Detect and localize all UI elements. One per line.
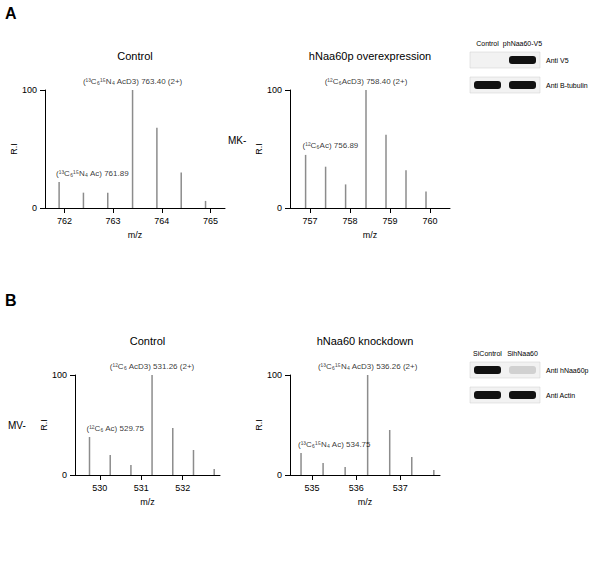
svg-text:764: 764 bbox=[154, 216, 169, 226]
svg-text:757: 757 bbox=[302, 216, 317, 226]
svg-text:R.I: R.I bbox=[39, 419, 49, 431]
svg-text:0: 0 bbox=[62, 470, 67, 480]
svg-text:100: 100 bbox=[22, 85, 37, 95]
svg-text:B: B bbox=[5, 292, 17, 309]
svg-text:MK-: MK- bbox=[228, 135, 246, 146]
svg-text:Anti B-tubulin: Anti B-tubulin bbox=[546, 82, 588, 89]
svg-text:537: 537 bbox=[393, 483, 408, 493]
svg-text:Control: Control bbox=[130, 335, 165, 347]
svg-text:R.I: R.I bbox=[9, 143, 19, 155]
svg-text:SihNaa60: SihNaa60 bbox=[507, 350, 538, 357]
svg-text:m/z: m/z bbox=[140, 497, 155, 507]
svg-text:(¹³C₆¹⁵N₄ Ac) 761.89: (¹³C₆¹⁵N₄ Ac) 761.89 bbox=[56, 169, 129, 178]
svg-text:530: 530 bbox=[92, 483, 107, 493]
svg-text:m/z: m/z bbox=[358, 497, 373, 507]
svg-text:759: 759 bbox=[382, 216, 397, 226]
svg-text:(¹²C₆AcD3) 758.40 (2+): (¹²C₆AcD3) 758.40 (2+) bbox=[325, 77, 408, 86]
svg-text:100: 100 bbox=[267, 370, 282, 380]
svg-text:hNaa60 knockdown: hNaa60 knockdown bbox=[317, 335, 414, 347]
svg-text:Anti Actin: Anti Actin bbox=[546, 392, 575, 399]
svg-text:(¹²C₆ AcD3) 531.26 (2+): (¹²C₆ AcD3) 531.26 (2+) bbox=[110, 362, 195, 371]
svg-text:536: 536 bbox=[349, 483, 364, 493]
svg-text:758: 758 bbox=[342, 216, 357, 226]
svg-text:765: 765 bbox=[203, 216, 218, 226]
svg-text:0: 0 bbox=[32, 203, 37, 213]
svg-text:R.I: R.I bbox=[254, 143, 264, 155]
svg-text:762: 762 bbox=[57, 216, 72, 226]
svg-text:phNaa60-V5: phNaa60-V5 bbox=[503, 40, 542, 48]
svg-text:m/z: m/z bbox=[128, 230, 143, 240]
svg-text:Anti V5: Anti V5 bbox=[546, 57, 569, 64]
svg-text:(¹³C₆¹⁵N₄ AcD3) 536.26 (2+): (¹³C₆¹⁵N₄ AcD3) 536.26 (2+) bbox=[318, 362, 418, 371]
svg-text:m/z: m/z bbox=[363, 230, 378, 240]
svg-text:100: 100 bbox=[267, 85, 282, 95]
svg-text:(¹²C₆ Ac) 529.75: (¹²C₆ Ac) 529.75 bbox=[87, 424, 145, 433]
svg-text:MV-: MV- bbox=[8, 420, 26, 431]
svg-text:100: 100 bbox=[52, 370, 67, 380]
svg-text:Anti hNaa60p: Anti hNaa60p bbox=[546, 367, 589, 375]
svg-text:532: 532 bbox=[175, 483, 190, 493]
svg-text:531: 531 bbox=[134, 483, 149, 493]
svg-text:0: 0 bbox=[277, 203, 282, 213]
svg-text:535: 535 bbox=[305, 483, 320, 493]
svg-text:Control: Control bbox=[476, 40, 499, 47]
svg-text:0: 0 bbox=[277, 470, 282, 480]
svg-text:763: 763 bbox=[106, 216, 121, 226]
svg-text:hNaa60p overexpression: hNaa60p overexpression bbox=[309, 50, 431, 62]
svg-text:A: A bbox=[5, 5, 17, 22]
svg-text:(¹³C₆¹⁵N₄ Ac) 534.75: (¹³C₆¹⁵N₄ Ac) 534.75 bbox=[298, 440, 371, 449]
svg-text:Control: Control bbox=[117, 50, 152, 62]
svg-text:(¹²C₆Ac) 756.89: (¹²C₆Ac) 756.89 bbox=[303, 141, 359, 150]
svg-text:R.I: R.I bbox=[254, 419, 264, 431]
svg-text:(¹³C₆¹⁵N₄ AcD3) 763.40 (2+): (¹³C₆¹⁵N₄ AcD3) 763.40 (2+) bbox=[83, 77, 183, 86]
svg-text:SiControl: SiControl bbox=[473, 350, 502, 357]
svg-text:760: 760 bbox=[422, 216, 437, 226]
